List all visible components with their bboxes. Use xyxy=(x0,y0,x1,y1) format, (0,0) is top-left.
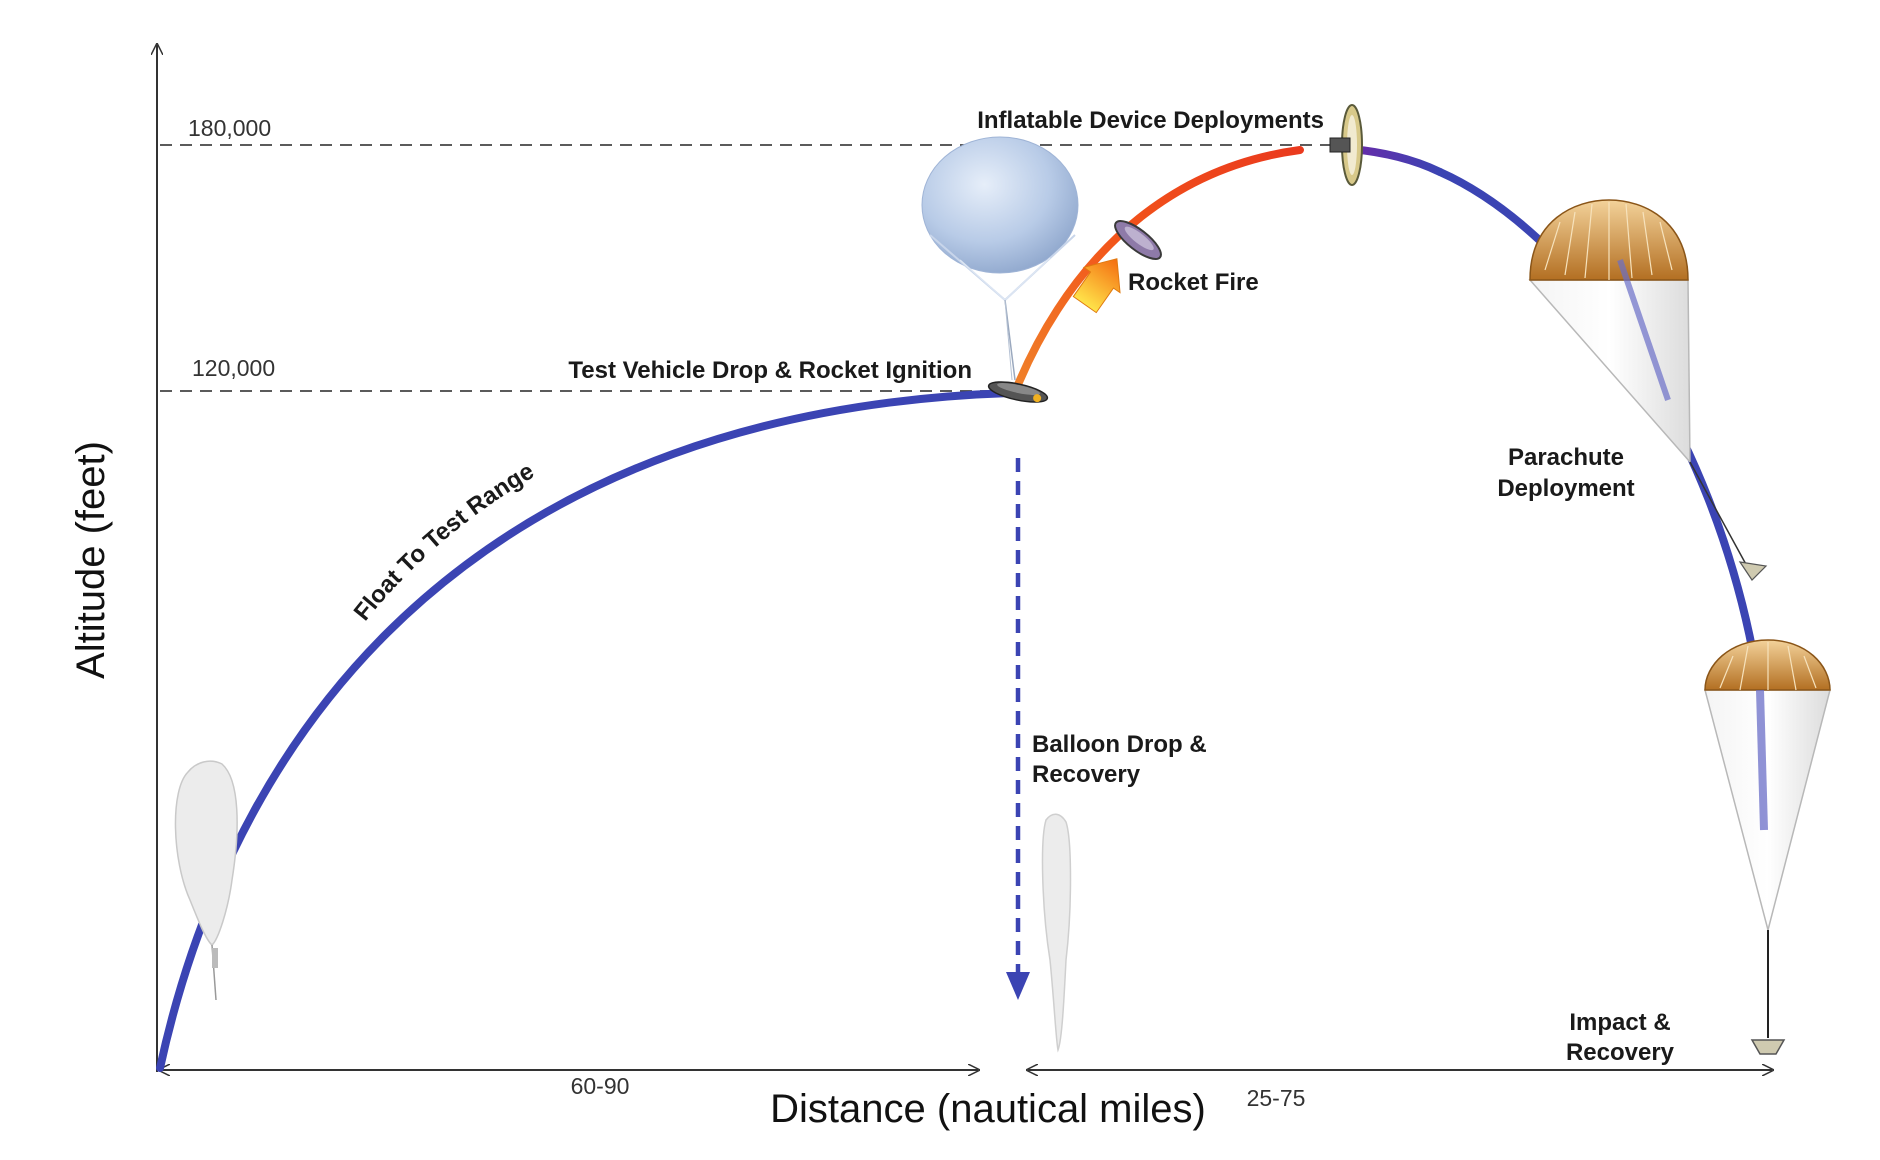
parachute-icon xyxy=(1528,199,1768,581)
label-parachute-1: Parachute xyxy=(1508,444,1624,471)
distance-segment-2: 25-75 xyxy=(1247,1085,1306,1111)
distance-segment-1: 60-90 xyxy=(571,1073,630,1099)
parachute-icon xyxy=(1704,639,1831,1038)
label-impact-2: Recovery xyxy=(1566,1039,1675,1066)
ascent-vehicle-icon xyxy=(1114,220,1162,260)
test-vehicle-icon xyxy=(987,381,1049,403)
transition-trajectory xyxy=(1346,145,1444,176)
capsule-icon xyxy=(1750,1039,1786,1055)
balloon-launch-icon xyxy=(174,760,238,1001)
y-axis-title: Altitude (feet) xyxy=(69,441,113,679)
label-drop-ignition: Test Vehicle Drop & Rocket Ignition xyxy=(568,357,972,384)
balloon-float-icon xyxy=(921,136,1079,381)
rocket-trajectory xyxy=(1011,146,1304,396)
label-balloon-drop-1: Balloon Drop & xyxy=(1032,731,1207,758)
label-parachute-2: Deployment xyxy=(1497,475,1634,502)
label-balloon-drop-2: Recovery xyxy=(1032,761,1141,788)
y-tick-120000: 120,000 xyxy=(192,355,275,381)
y-tick-180000: 180,000 xyxy=(188,115,271,141)
x-axis-title: Distance (nautical miles) xyxy=(770,1087,1206,1131)
balloon-drop-arrowhead xyxy=(1006,972,1030,1000)
label-inflatable-deployments: Inflatable Device Deployments xyxy=(977,107,1324,134)
deflated-balloon-icon xyxy=(1041,813,1072,1053)
inflatable-decelerator-icon xyxy=(1329,104,1363,186)
float-trajectory xyxy=(156,389,1014,1072)
label-impact-1: Impact & xyxy=(1569,1009,1670,1036)
float-label: Float To Test Range xyxy=(349,458,539,626)
label-rocket-fire: Rocket Fire xyxy=(1128,269,1259,296)
rocket-exhaust-icon xyxy=(1072,258,1121,314)
